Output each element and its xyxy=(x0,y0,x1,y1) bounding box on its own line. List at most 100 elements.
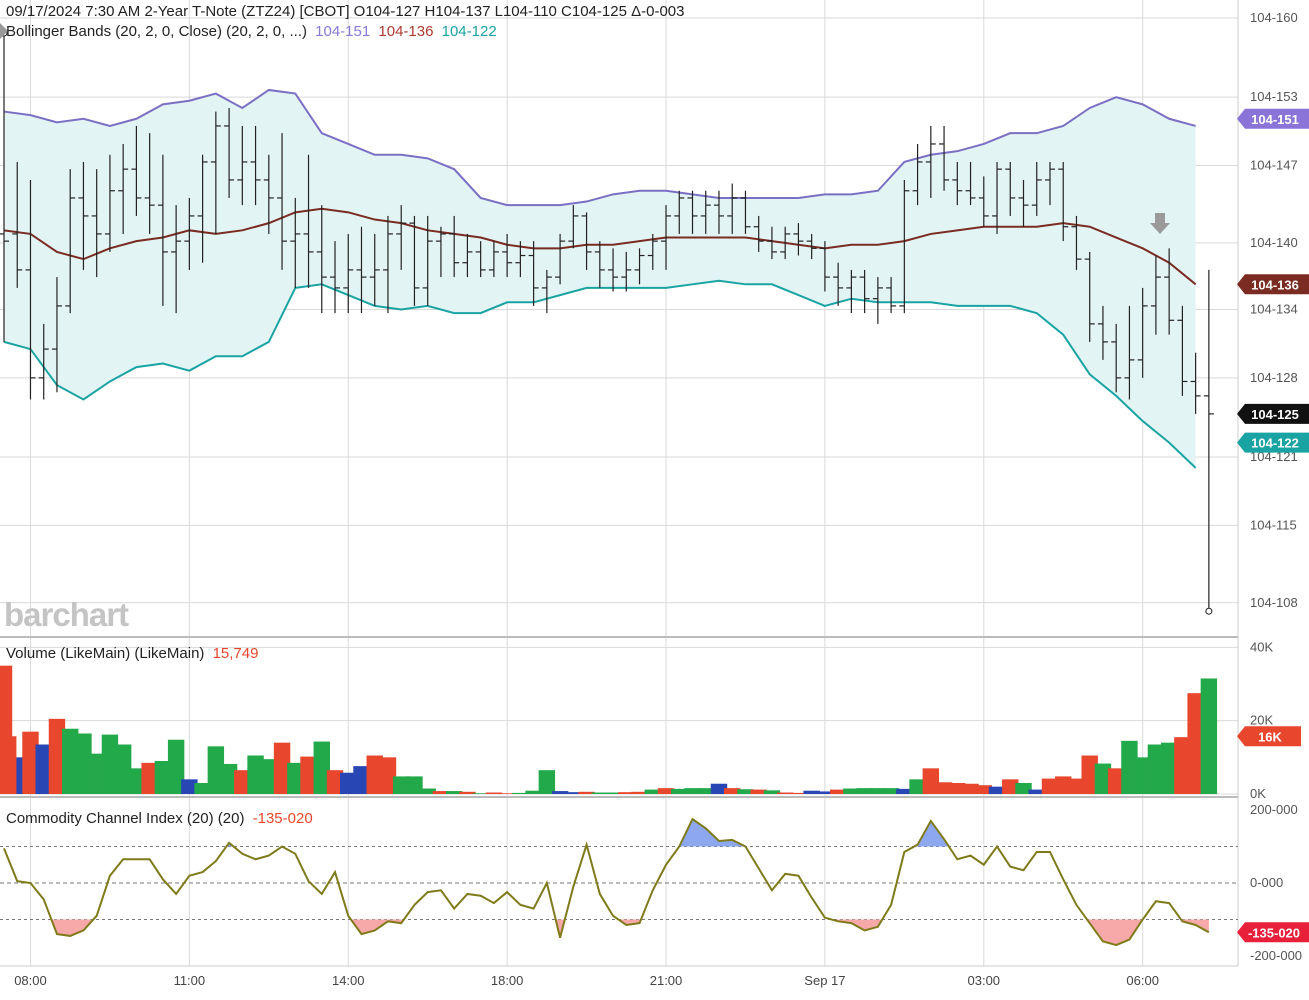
ohlc-bar xyxy=(0,35,9,342)
price-last-badge-1: 104-136 xyxy=(1237,274,1309,295)
volume-bar xyxy=(326,770,344,794)
volume-bar xyxy=(1187,693,1204,794)
cci-oversold-fill xyxy=(831,919,883,931)
ohlc-bar xyxy=(25,179,36,400)
volume-bar xyxy=(1068,778,1085,794)
volume-bar xyxy=(340,772,357,794)
ohlc-bar xyxy=(528,241,539,306)
x-tick-label-0: 08:00 xyxy=(14,973,47,988)
ohlc-bar xyxy=(541,269,552,314)
price-tick-label-8: 104-108 xyxy=(1250,595,1298,610)
price-last-badge-2-text: 104-125 xyxy=(1251,407,1299,422)
ohlc-bar xyxy=(78,161,89,270)
ohlc-bar xyxy=(1203,269,1214,609)
volume-bar xyxy=(710,783,728,794)
bollinger-lower-value: 104-122 xyxy=(441,23,497,40)
ohlc-bar xyxy=(700,190,711,234)
ohlc-bar xyxy=(277,133,288,270)
volume-label: Volume (LikeMain) (LikeMain) xyxy=(6,645,205,662)
ohlc-bar xyxy=(475,241,486,278)
volume-bar xyxy=(935,782,953,794)
ohlc-bar xyxy=(594,241,605,288)
cci-overbought-fill xyxy=(679,819,746,847)
cci-last-badge-text: -135-020 xyxy=(1248,925,1300,940)
ohlc-bar xyxy=(369,233,380,306)
volume-tick-label-1: 20K xyxy=(1250,713,1273,728)
ohlc-bar xyxy=(330,241,341,314)
bollinger-mid-value: 104-136 xyxy=(378,23,434,40)
ohlc-bar xyxy=(38,323,49,400)
volume-bar xyxy=(618,792,635,794)
volume-bar xyxy=(22,731,39,794)
ohlc-bar xyxy=(806,233,817,260)
volume-bar xyxy=(273,742,291,794)
price-tick-label-3: 104-140 xyxy=(1250,235,1298,250)
volume-bar xyxy=(856,788,873,794)
ohlc-bar xyxy=(992,161,1003,234)
volume-bar xyxy=(737,789,754,794)
volume-tick-label-0: 40K xyxy=(1250,639,1273,654)
volume-bar xyxy=(565,792,582,794)
volume-bar xyxy=(101,734,119,794)
volume-bar xyxy=(419,788,436,794)
ohlc-bar xyxy=(1031,161,1042,216)
ohlc-bar xyxy=(1124,305,1135,400)
ohlc-bar xyxy=(1018,179,1029,227)
ohlc-bar xyxy=(1097,305,1108,360)
price-last-badge-0-bg xyxy=(1237,108,1309,129)
price-last-badge-2-bg xyxy=(1237,403,1309,424)
ohlc-bar xyxy=(104,154,115,252)
ohlc-bar xyxy=(899,179,910,314)
x-tick-label-6: 03:00 xyxy=(968,973,1001,988)
ohlc-bar xyxy=(197,154,208,263)
volume-bar xyxy=(1015,783,1032,794)
volume-bar xyxy=(538,770,556,794)
ohlc-bar xyxy=(1111,323,1122,393)
volume-tick-label-2: 0K xyxy=(1250,786,1266,801)
volume-bar xyxy=(896,788,913,794)
volume-bar xyxy=(763,790,781,794)
volume-bar xyxy=(988,786,1006,794)
volume-bar xyxy=(459,791,476,794)
x-tick-label-7: 06:00 xyxy=(1126,973,1159,988)
ohlc-bar xyxy=(237,125,248,206)
ohlc-bar xyxy=(316,205,327,314)
price-last-badge-1-text: 104-136 xyxy=(1251,277,1299,292)
cci-tick-label-0: 200-000 xyxy=(1250,802,1298,817)
ohlc-bar xyxy=(925,125,936,198)
price-tick-label-0: 104-160 xyxy=(1250,10,1298,25)
cci-oversold-fill xyxy=(555,919,565,938)
ohlc-bar xyxy=(952,161,963,206)
ohlc-bar xyxy=(171,205,182,314)
volume-bar xyxy=(1094,763,1112,794)
ohlc-bar xyxy=(449,215,460,278)
ohlc-bar xyxy=(674,190,685,234)
volume-bar xyxy=(485,792,503,794)
ohlc-bar xyxy=(581,212,592,270)
volume-bar xyxy=(432,791,450,794)
volume-bar xyxy=(366,755,383,794)
ohlc-bar xyxy=(766,226,777,260)
ohlc-bar xyxy=(435,226,446,278)
ohlc-bar xyxy=(356,226,367,314)
price-last-badge-0-text: 104-151 xyxy=(1251,112,1299,127)
volume-bar xyxy=(181,779,198,794)
ohlc-bar xyxy=(713,190,724,234)
ohlc-bar xyxy=(303,154,314,288)
volume-value: 15,749 xyxy=(212,645,259,662)
volume-bar xyxy=(498,793,516,794)
volume-bar xyxy=(353,766,370,794)
volume-bar xyxy=(154,761,172,794)
ohlc-bar xyxy=(65,169,76,314)
volume-bar xyxy=(1200,678,1218,794)
volume-bar xyxy=(128,768,145,794)
volume-bar xyxy=(790,792,807,794)
ohlc-bar xyxy=(382,215,393,314)
price-header: 09/17/2024 7:30 AM 2-Year T-Note (ZTZ24)… xyxy=(6,3,688,20)
x-tick-label-3: 18:00 xyxy=(491,973,524,988)
ohlc-bar xyxy=(687,190,698,234)
volume-bar xyxy=(975,785,992,794)
volume-bar xyxy=(578,791,595,794)
volume-bar xyxy=(776,792,794,794)
volume-bar xyxy=(207,746,225,794)
